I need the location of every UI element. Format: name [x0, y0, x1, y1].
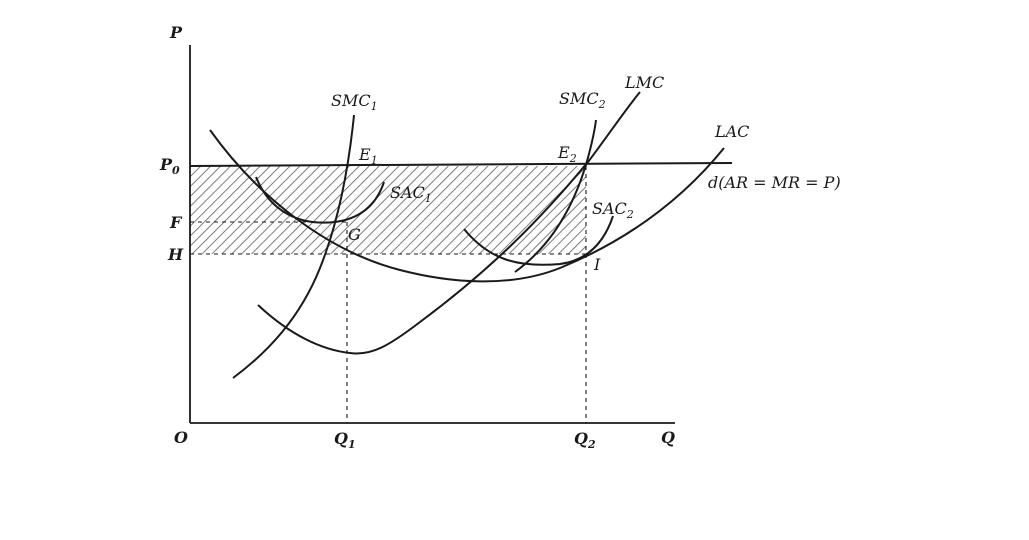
- smc2-curve: [514, 119, 597, 273]
- smc1-curve: [257, 162, 588, 355]
- profit-shaded-area: [190, 166, 586, 254]
- label-sac2: SAC2: [592, 199, 634, 221]
- x-axis-label: Q: [661, 428, 675, 447]
- lmc-upper-curve: [584, 91, 641, 167]
- sac2-curve: [463, 215, 614, 266]
- tick-h: H: [167, 245, 184, 264]
- label-lac: LAC: [714, 122, 749, 141]
- point-i: I: [593, 255, 601, 274]
- label-smc1: SMC1: [331, 91, 378, 113]
- point-g: G: [348, 225, 361, 244]
- tick-f: F: [169, 213, 183, 232]
- tick-p0: P0: [159, 155, 180, 177]
- lmc-curve: [232, 114, 355, 379]
- label-sac1: SAC1: [390, 183, 432, 205]
- y-axis-label: P: [169, 23, 183, 42]
- demand-line: [189, 162, 733, 167]
- label-demand: d(AR = MR = P): [708, 173, 841, 192]
- point-e1: E1: [358, 145, 378, 167]
- tick-q2: Q2: [574, 429, 596, 451]
- label-smc2: SMC2: [559, 89, 606, 111]
- point-e2: E2: [557, 143, 577, 165]
- lac-curve: [209, 129, 725, 283]
- tick-q1: Q1: [334, 429, 356, 451]
- origin-label: O: [174, 428, 188, 447]
- label-lmc: LMC: [624, 73, 664, 92]
